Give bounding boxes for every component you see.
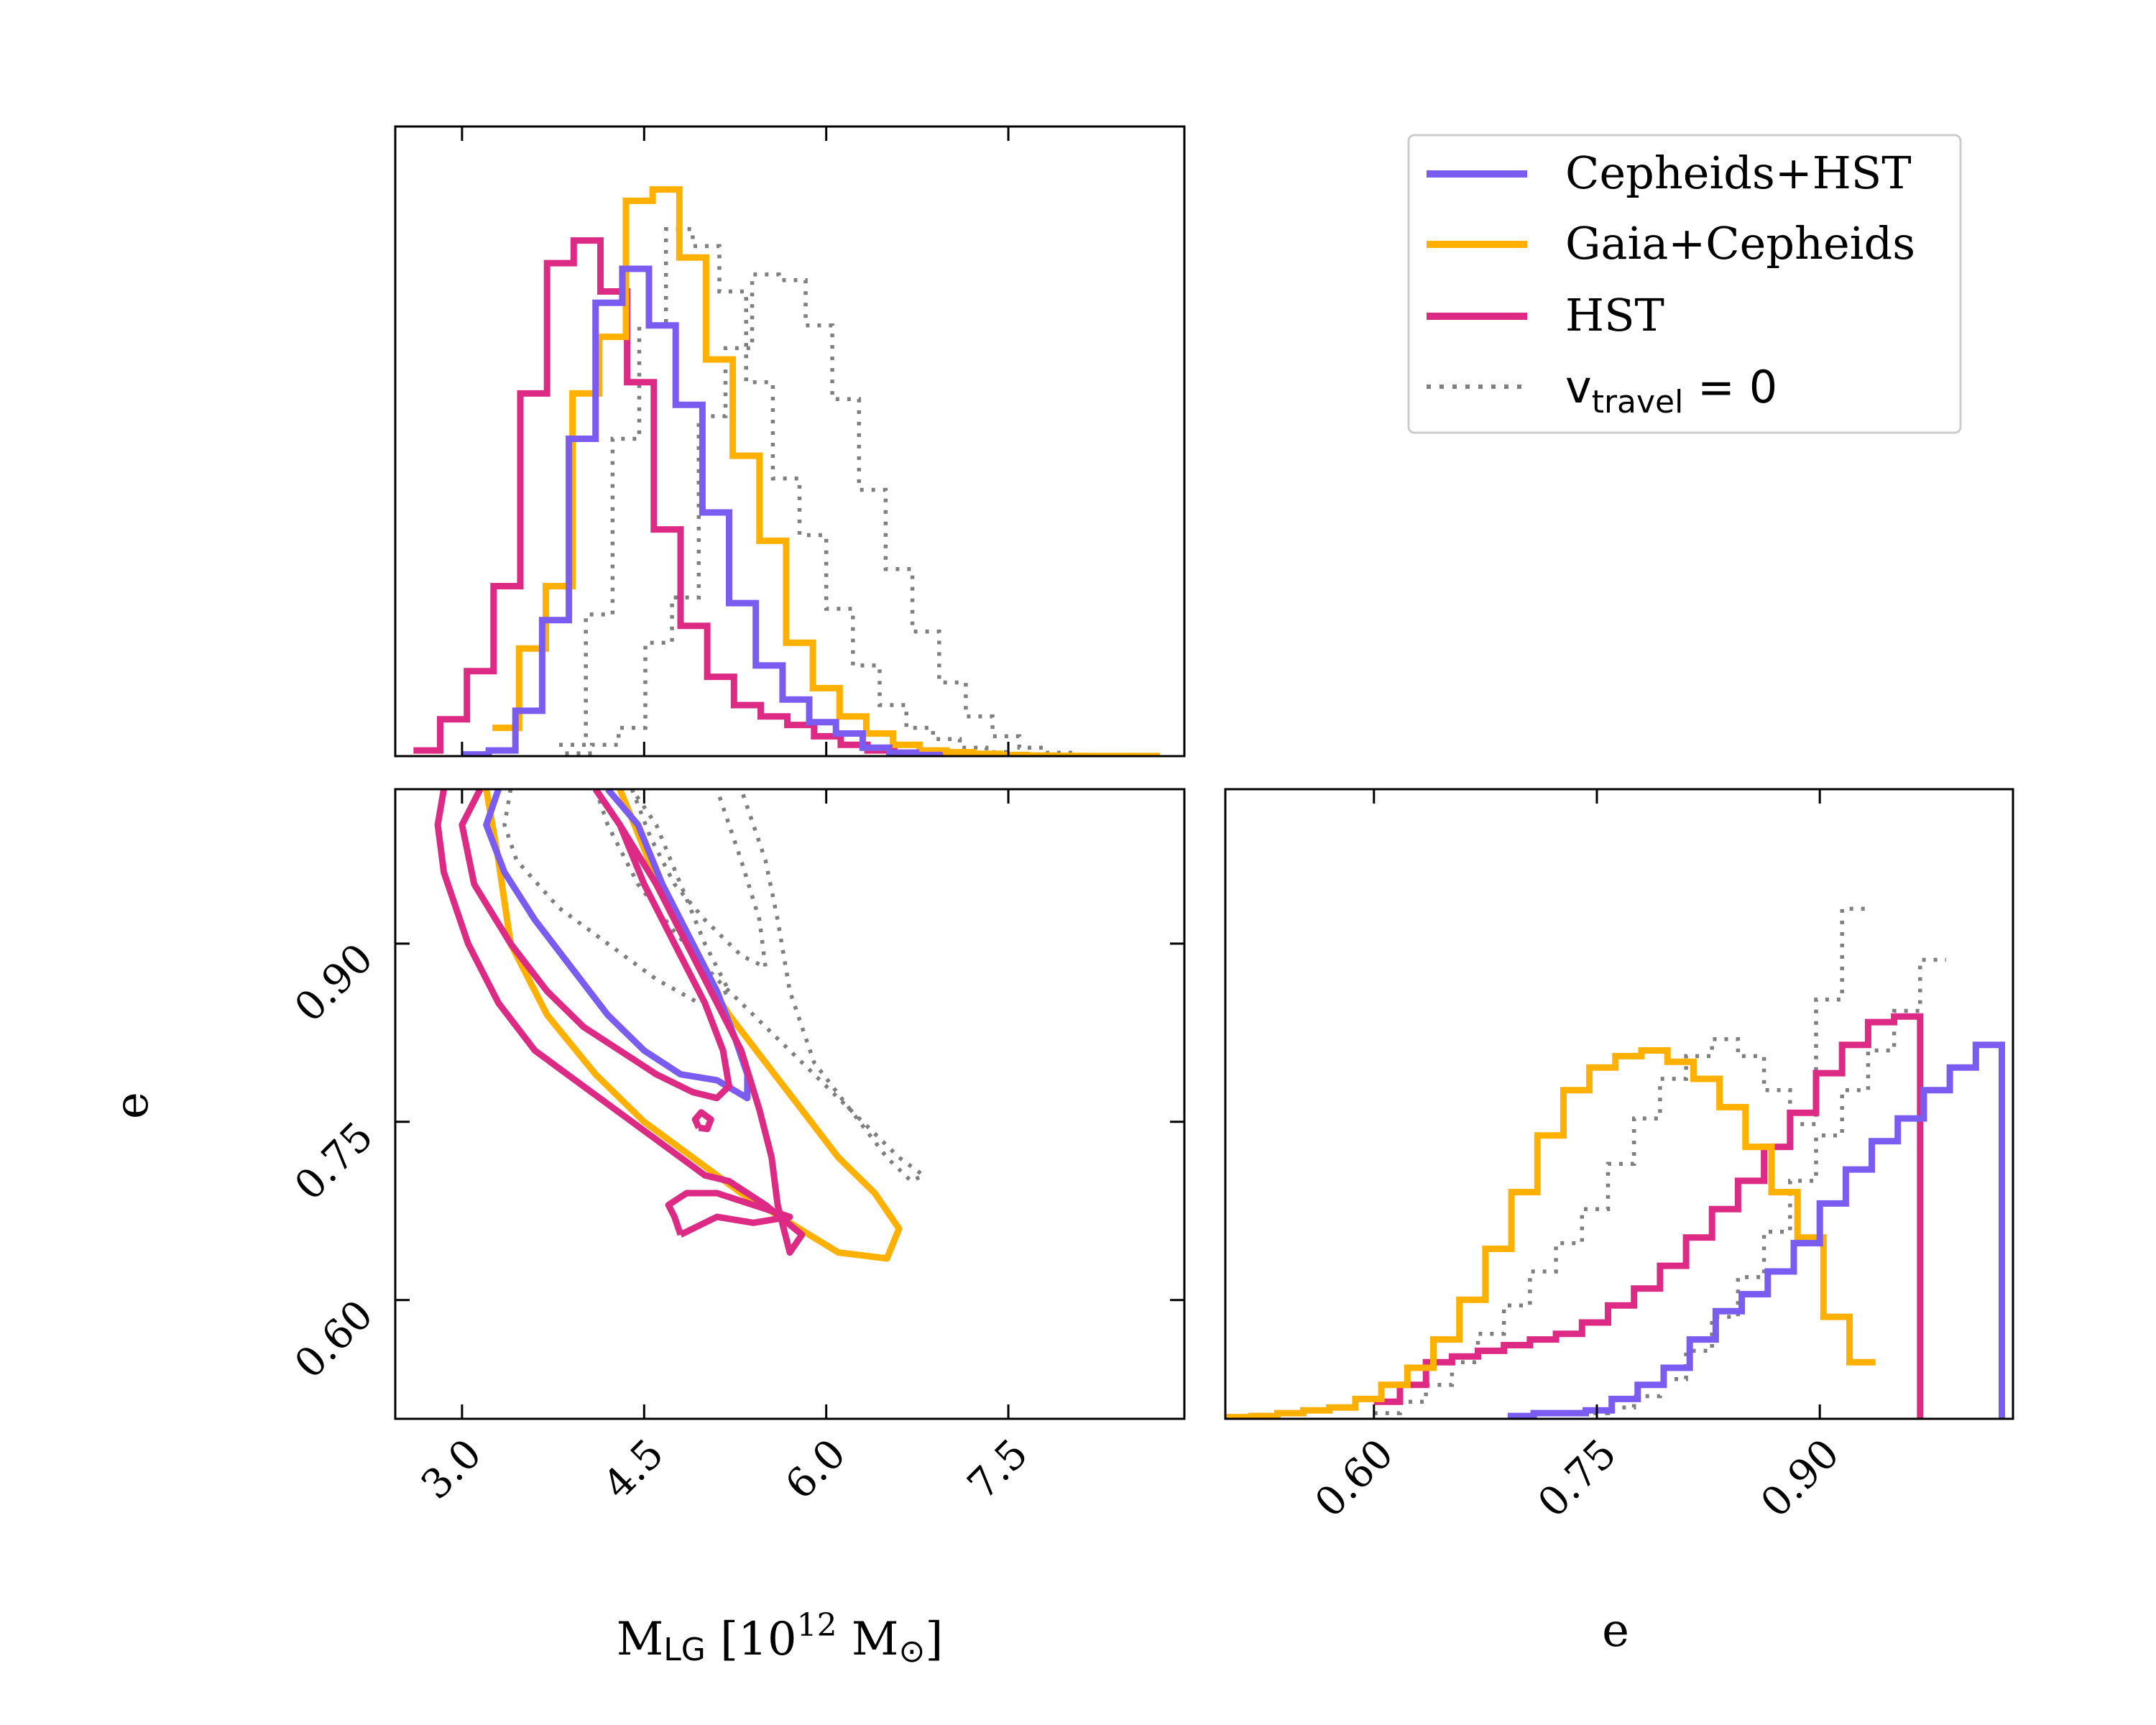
contour-cepheids-hst-4 [483, 789, 751, 1102]
contour-hst-5 [691, 1109, 714, 1133]
contour-panel-frame [394, 788, 1186, 1420]
contour-y-tick-label-0: 0.60 [286, 1292, 382, 1388]
mass-hist-hst [413, 237, 948, 756]
y-axis-label-e: e [106, 1092, 159, 1119]
legend: Cepheids+HST Gaia+Cepheids HST vtravel =… [1407, 134, 1962, 434]
x-label-sub: LG [663, 1632, 706, 1668]
contour-x-tick-label-0: 3.0 [413, 1430, 491, 1509]
e-hist-gaia-cepheids [1225, 1047, 1876, 1419]
x-label-sun: ⊙ [898, 1633, 925, 1670]
e-hist-x-tick-label-2: 0.90 [1752, 1430, 1848, 1527]
mass-hist-v-travel-0-b [565, 272, 1100, 756]
contour-y-tick-label-2: 0.90 [286, 935, 382, 1031]
mass-e-contours [434, 789, 926, 1262]
legend-label-vtravel-v: v [1565, 361, 1592, 413]
contour-x-tick-label-2: 6.0 [777, 1430, 855, 1509]
legend-label-gaia-cepheids: Gaia+Cepheids [1565, 217, 1915, 270]
contour-hst-8 [434, 789, 806, 1256]
e-hist-v-travel-0-b [1582, 957, 1946, 1415]
mass-hist-gaia-cepheids [492, 186, 1161, 756]
x-label-rest1: [10 [706, 1613, 797, 1666]
contour-x-tick-label-1: 4.5 [594, 1430, 673, 1509]
contour-y-tick-label-1: 0.75 [286, 1113, 382, 1210]
x-label-rest3: ] [925, 1613, 943, 1666]
mass-hist-cepheids-hst [461, 265, 943, 756]
e-hist-hst [1373, 1013, 1924, 1419]
contour-hst-6 [665, 1190, 793, 1238]
legend-label-vtravel: vtravel = 0 [1565, 361, 1777, 420]
e-hist-x-tick-label-0: 0.60 [1307, 1430, 1403, 1527]
mass-histogram-frame [394, 125, 1186, 758]
legend-label-cepheids-hst: Cepheids+HST [1565, 147, 1912, 199]
contour-x-tick-label-3: 7.5 [959, 1430, 1037, 1509]
x-label-rest2: M [837, 1613, 899, 1666]
x-label-sup: 12 [797, 1607, 837, 1644]
x-axis-label-e: e [1602, 1604, 1629, 1657]
e-histogram [1225, 906, 2005, 1419]
contour-hst-7 [459, 789, 732, 1102]
e-hist-v-travel-0-a [1373, 906, 1869, 1415]
contour-v-travel-0-1 [594, 789, 926, 1184]
contour-gaia-cepheids-3 [483, 789, 903, 1262]
x-axis-label-mass: MLG [1012 M⊙] [617, 1607, 944, 1670]
legend-label-hst: HST [1565, 289, 1664, 341]
legend-label-vtravel-suffix: = 0 [1683, 361, 1777, 413]
e-hist-x-tick-label-1: 0.75 [1529, 1430, 1626, 1527]
axis-labels: MLG [1012 M⊙] e e [106, 1092, 1629, 1670]
x-label-m: M [617, 1613, 664, 1666]
legend-label-vtravel-sub: travel [1592, 384, 1684, 420]
e-hist-cepheids-hst [1507, 1041, 2005, 1419]
legend-frame [1407, 134, 1962, 434]
e-histogram-frame [1224, 788, 2014, 1420]
mass-histogram [413, 186, 1161, 756]
